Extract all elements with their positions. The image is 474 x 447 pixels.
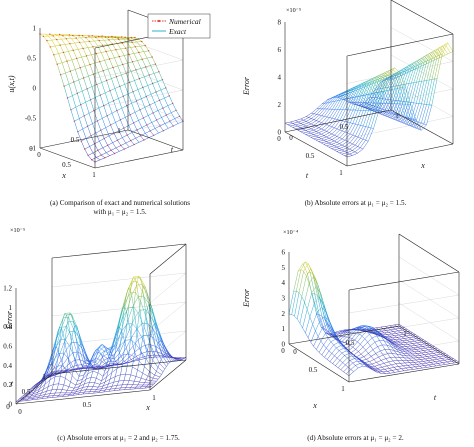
z-tick-0: 8 [278,19,282,27]
z-tick-3: -0.5 [25,115,37,123]
caption-b-text: (b) Absolute errors at μ₁ = μ₂ = 1.5. [304,199,407,207]
z-exponent: ×10⁻⁵ [10,227,25,234]
surface-mesh-b [284,42,454,158]
caption-c-text: (c) Absolute errors at μ₁ = 2 and μ₂ = 1… [57,434,180,442]
z-axis-label: Error [5,310,14,330]
x-tick-0: 0 [281,347,285,355]
x-tick-1: 0.5 [309,366,318,374]
t-tick-2: 1 [152,394,156,402]
x-tick-1: 0.5 [340,123,349,131]
z-tick-0: 1.2 [3,285,12,293]
z-tick-1: 6 [278,46,282,54]
z-tick-5: 1 [282,325,286,333]
z-tick-4: 0 [278,129,282,137]
z-tick-6: 0 [9,401,13,409]
t-tick-0: 0 [277,135,281,143]
z-tick-2: 0 [33,85,37,93]
z-axis-label: u(x,t) [7,75,16,92]
caption-d-text: (d) Absolute errors at μ₁ = μ₂ = 2. [307,434,404,442]
caption-d: (d) Absolute errors at μ₁ = μ₂ = 2. [237,434,474,443]
t-tick-0: 0 [18,408,22,416]
z-tick-5: 0.2 [3,381,12,389]
caption-a-line2: with μ₁ = μ₂ = 1.5. [93,208,147,216]
z-tick-4: 0.4 [3,362,12,370]
t-tick-2: 1 [117,127,121,135]
x-tick-2: 1 [92,171,96,179]
surface-mesh-a [39,33,184,163]
caption-a: (a) Comparison of exact and numerical so… [10,199,230,217]
z-tick-1: 5 [282,264,286,272]
caption-c: (c) Absolute errors at μ₁ = 2 and μ₂ = 1… [0,434,237,443]
t-tick-1: 0.5 [71,136,80,144]
t-tick-0: 0 [293,348,297,356]
t-tick-1: 0.5 [83,401,92,409]
z-axis-label: Error [242,76,251,96]
z-tick-4: 2 [282,310,286,318]
t-tick-2: 1 [403,330,407,338]
legend-exact: Exact [168,27,187,36]
x-axis-label: x [312,401,317,410]
x-tick-2: 1 [341,385,345,393]
z-tick-6: 0 [282,341,286,349]
legend-a: Numerical Exact [147,13,211,39]
surface-plot-b: 8 6 4 2 00 0.5 1 0 0.5 1 x t Error ×10⁻⁵ [242,0,454,180]
z-tick-3: 3 [282,295,286,303]
t-tick-1: 0.5 [306,152,315,160]
z-tick-3: 0.6 [3,343,12,351]
z-tick-2: 4 [282,279,286,287]
z-tick-2: 0.8 [3,323,12,331]
t-axis-label: t [306,171,309,180]
panel-a: Numerical Exact 1 0.5 0 -0.5 -1 0 0.5 1 0 0.5 1 x t u… [0,0,237,220]
caption-b: (b) Absolute errors at μ₁ = μ₂ = 1.5. [237,199,474,208]
x-axis-label: x [145,403,150,412]
t-axis-label: t [171,145,174,154]
z-exponent: ×10⁻⁵ [286,7,301,14]
x-tick-2: 1 [395,112,399,120]
panel-d: 6 5 4 3 2 1 0 0 0.5 1 0 0.5 1 x t Error ×10⁻⁴ (d) Absolu… [237,222,474,447]
z-tick-1: 0.5 [27,55,36,63]
z-tick-4: -1 [30,145,36,153]
panel-c: 1.2 1 0.8 0.6 0.4 0.2 0 0 0.5 1 0 0.5 1 x t Error ×10⁻⁵ … [0,222,237,447]
z-tick-3: 2 [278,101,282,109]
x-tick-0: 0 [37,151,41,159]
t-tick-1: 0.5 [346,339,355,347]
x-axis-label: x [420,161,425,170]
caption-a-line1: (a) Comparison of exact and numerical so… [49,199,191,207]
surface-plot-a: Numerical Exact 10.50-0.5-100.5100.51xtu… [7,9,211,180]
z-tick-2: 4 [278,74,282,82]
z-axis-label: Error [242,288,251,308]
t-axis-label: t [11,379,14,388]
t-tick-0: 0 [29,145,33,153]
z-tick-1: 1 [9,304,13,312]
panel-b: 8 6 4 2 0 0 0.5 1 0 0.5 1 x t Error ×10⁻⁵ (b) Absolute… [237,0,474,220]
t-tick-2: 1 [339,169,343,177]
x-tick-0: 0 [289,134,293,142]
legend-numerical: Numerical [168,17,201,26]
x-tick-1: 0.5 [62,161,71,169]
x-tick-1: 0.5 [22,388,31,396]
surface-plot-d: 6 5 4 3 2 1 00 0.5 1 0 0.5 1 x t Error ×10⁻⁴ [242,229,460,410]
z-tick-0: 6 [282,249,286,257]
x-tick-0: 0 [6,403,10,411]
x-axis-label: x [61,171,66,180]
surface-mesh-c [15,276,187,402]
z-exponent: ×10⁻⁴ [283,229,298,236]
surface-mesh-d [288,261,460,376]
x-tick-2: 1 [42,373,46,381]
z-tick-0: 1 [33,25,37,33]
t-axis-label: t [434,393,437,402]
